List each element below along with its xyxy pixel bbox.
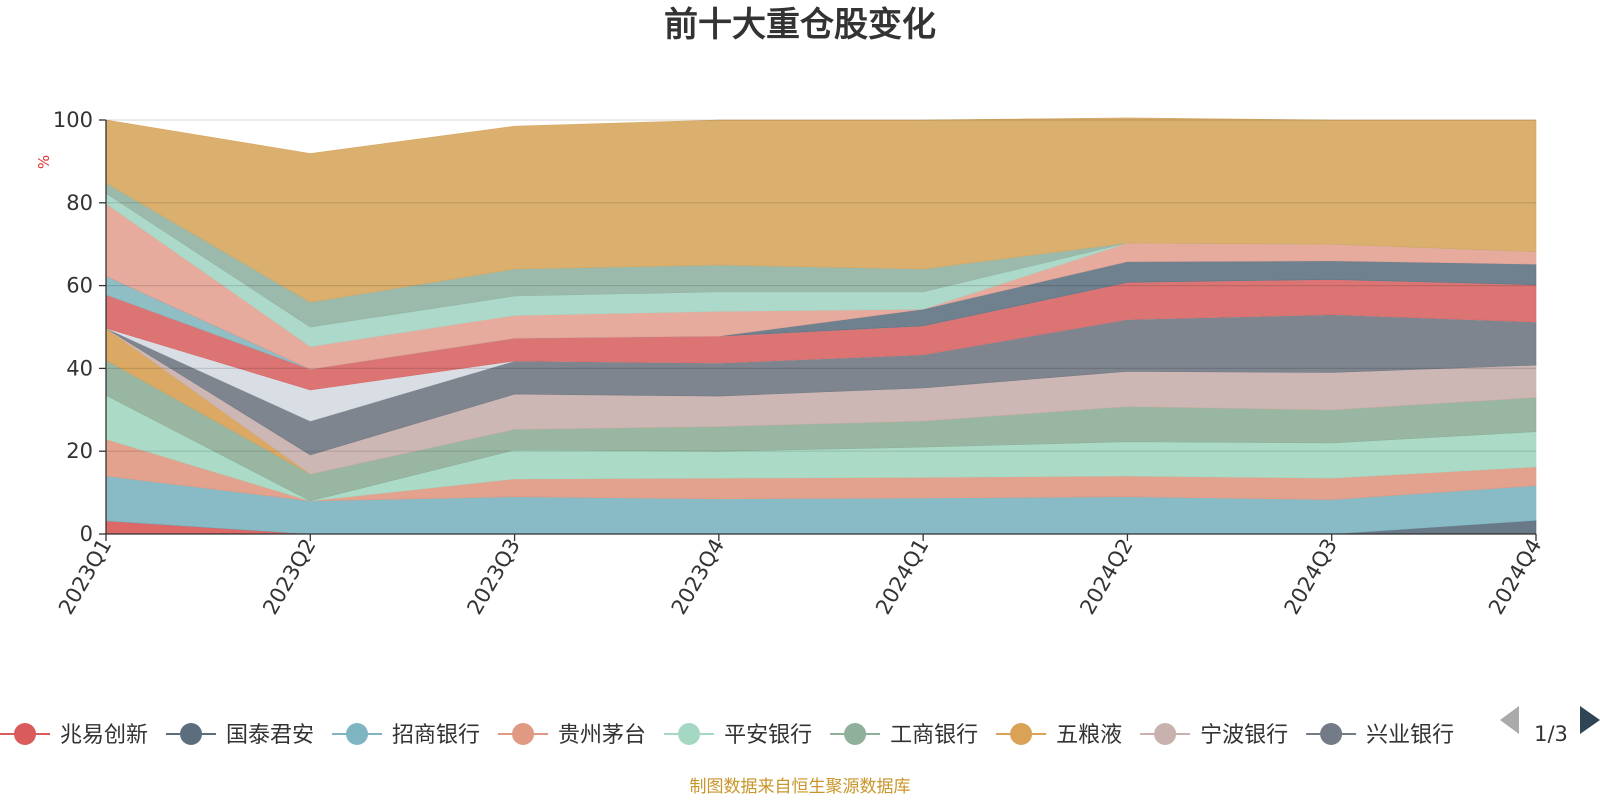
data-source-footer: 制图数据来自恒生聚源数据库 xyxy=(690,777,911,797)
area-series-16 xyxy=(105,117,1537,303)
y-tick-label-2: 40 xyxy=(66,356,93,380)
legend-label: 平安银行 xyxy=(724,723,812,748)
legend-item-4[interactable]: 平安银行 xyxy=(664,723,812,748)
legend-page-indicator: 1/3 xyxy=(1534,722,1568,746)
x-tick-label-2: 2023Q3 xyxy=(462,535,524,619)
legend-item-7[interactable]: 宁波银行 xyxy=(1140,723,1288,748)
legend-label: 贵州茅台 xyxy=(558,723,646,748)
legend-prev-arrow-icon[interactable] xyxy=(1500,706,1519,734)
legend-item-6[interactable]: 五粮液 xyxy=(996,723,1122,748)
legend-label: 兆易创新 xyxy=(60,723,148,748)
legend-marker-icon xyxy=(844,723,867,745)
legend-marker-icon xyxy=(14,723,36,745)
y-tick-label-3: 60 xyxy=(66,274,93,298)
area-layer xyxy=(105,117,1537,535)
y-tick-label-4: 80 xyxy=(66,191,93,215)
legend-item-2[interactable]: 招商银行 xyxy=(332,723,480,748)
legend-label: 五粮液 xyxy=(1056,723,1122,748)
legend-label: 工商银行 xyxy=(890,723,978,748)
x-tick-label-5: 2024Q2 xyxy=(1075,535,1137,619)
y-tick-label-1: 20 xyxy=(66,439,93,463)
legend-marker-icon xyxy=(180,723,203,745)
legend-label: 招商银行 xyxy=(392,723,480,748)
x-tick-label-0: 2023Q1 xyxy=(54,535,116,619)
legend-label: 兴业银行 xyxy=(1366,723,1454,748)
chart-title: 前十大重仓股变化 xyxy=(664,5,936,45)
legend-marker-icon xyxy=(1154,723,1177,745)
x-tick-label-4: 2024Q1 xyxy=(871,535,933,619)
legend-marker-icon xyxy=(512,723,535,745)
x-tick-label-7: 2024Q4 xyxy=(1484,535,1546,619)
legend-item-0[interactable]: 兆易创新 xyxy=(0,723,148,748)
legend-marker-icon xyxy=(1010,723,1033,745)
legend-label: 宁波银行 xyxy=(1200,723,1288,748)
legend-next-arrow-icon[interactable] xyxy=(1580,706,1600,734)
legend-item-5[interactable]: 工商银行 xyxy=(830,723,978,748)
x-tick-label-3: 2023Q4 xyxy=(667,535,729,619)
y-tick-label-5: 100 xyxy=(53,108,93,132)
legend-marker-icon xyxy=(1320,723,1343,745)
legend-pager: 1/3 xyxy=(1500,706,1600,746)
legend-item-3[interactable]: 贵州茅台 xyxy=(498,723,646,748)
legend: 兆易创新 国泰君安 招商银行 贵州茅台 平安银行 工商银行 五粮液 宁波银行 兴业银行 xyxy=(0,723,1454,748)
legend-label: 国泰君安 xyxy=(226,723,314,748)
y-tick-label-0: 0 xyxy=(80,522,93,546)
legend-marker-icon xyxy=(346,723,369,745)
legend-item-8[interactable]: 兴业银行 xyxy=(1306,723,1454,748)
legend-item-1[interactable]: 国泰君安 xyxy=(166,723,314,748)
y-axis-label: % xyxy=(35,155,53,169)
x-tick-label-6: 2024Q3 xyxy=(1280,535,1342,619)
x-tick-label-1: 2023Q2 xyxy=(258,535,320,619)
legend-marker-icon xyxy=(678,723,701,745)
